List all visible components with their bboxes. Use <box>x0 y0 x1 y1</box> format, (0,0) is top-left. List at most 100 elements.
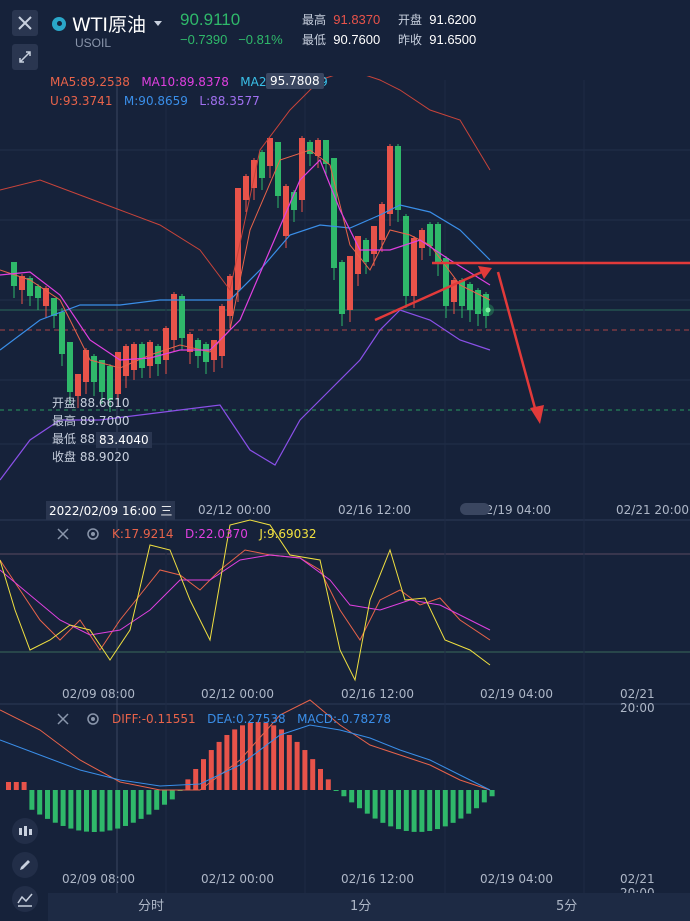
kdj-d-line <box>0 554 491 636</box>
candle-body <box>403 216 409 296</box>
candle <box>275 142 281 208</box>
candle <box>227 274 233 328</box>
macd-diff-label: DIFF:-0.11551 <box>112 712 196 726</box>
close-button[interactable] <box>12 10 38 36</box>
stat-open: 开盘 91.6200 <box>398 12 477 27</box>
crosshair-ohlc: 开盘 88.6610 最高 89.7000 最低 88.3000 收盘 88.9… <box>52 396 130 464</box>
macd-bar <box>84 790 89 832</box>
close-icon <box>57 528 69 540</box>
candle <box>99 360 105 404</box>
close-icon <box>18 16 32 30</box>
macd-value-label: MACD:-0.78278 <box>297 712 392 726</box>
candle-body <box>467 284 473 310</box>
candle-body <box>219 306 225 356</box>
candle <box>147 340 153 378</box>
macd-bar <box>294 741 300 790</box>
candle <box>355 236 361 286</box>
kdj-k-line <box>0 549 491 651</box>
macd-bar <box>364 790 370 814</box>
candle <box>107 364 113 412</box>
time-label: 02/16 12:00 <box>341 687 414 701</box>
price-change: −0.7390 −0.81% <box>180 32 283 47</box>
candle-body <box>139 344 145 368</box>
chart-canvas[interactable] <box>0 76 690 893</box>
collapse-button[interactable] <box>12 44 38 70</box>
candle <box>51 298 57 328</box>
candle-body <box>307 142 313 154</box>
boll-upper-label: U:93.3741 <box>50 94 113 108</box>
macd-bar <box>138 790 144 819</box>
tab-5min[interactable]: 5分 <box>556 899 578 914</box>
candle-body <box>227 276 233 316</box>
macd-bar <box>216 741 222 790</box>
macd-bar <box>201 759 206 790</box>
macd-chart <box>0 699 495 832</box>
candle-body <box>379 204 385 240</box>
macd-bar <box>232 729 238 790</box>
candle <box>331 158 337 280</box>
kdj-settings-button[interactable] <box>86 527 100 546</box>
macd-bar <box>419 790 425 832</box>
tab-1min[interactable]: 1分 <box>350 899 372 914</box>
candle <box>35 284 41 310</box>
time-label: 02/09 08:00 <box>62 872 135 886</box>
gear-icon <box>87 528 99 540</box>
candle-body <box>67 342 73 392</box>
time-label: 02/21 20:00 <box>620 687 655 715</box>
candle-body <box>283 186 289 236</box>
macd-bar <box>341 790 347 797</box>
candle <box>203 342 209 374</box>
macd-bar <box>208 750 214 790</box>
period-tabs: 分时 1分 5分 <box>48 893 690 921</box>
macd-bar <box>255 722 261 790</box>
header-bar <box>0 0 690 76</box>
candle-body <box>459 280 465 306</box>
candle-body <box>315 140 321 156</box>
candle-body <box>371 226 377 254</box>
close-kdj-button[interactable] <box>56 527 70 546</box>
macd-settings-button[interactable] <box>86 712 100 731</box>
close-macd-button[interactable] <box>56 712 70 731</box>
kdj-d-label: D:22.0370 <box>185 527 248 541</box>
draw-button[interactable] <box>12 852 38 878</box>
change-percent: −0.81% <box>238 32 283 47</box>
symbol-selector[interactable]: WTI原油 <box>52 10 162 37</box>
macd-dea-label: DEA:0.27538 <box>207 712 286 726</box>
candle <box>27 276 33 306</box>
time-label: 02/12 00:00 <box>201 872 274 886</box>
ma5-label: MA5:89.2538 <box>50 75 130 89</box>
candle-body <box>483 294 489 316</box>
candle-body <box>107 366 113 400</box>
indicator-button[interactable] <box>12 818 38 844</box>
macd-bar <box>29 790 35 810</box>
ma10-label: MA10:89.8378 <box>141 75 229 89</box>
candle-body <box>171 294 177 340</box>
macd-dea-line <box>0 724 491 791</box>
candle-body <box>299 138 305 200</box>
candle-body <box>43 288 49 306</box>
time-label: 02/12 00:00 <box>201 687 274 701</box>
macd-bar <box>146 790 152 815</box>
candle <box>123 344 129 388</box>
candle <box>219 304 225 368</box>
candle <box>395 144 401 222</box>
candle <box>43 286 49 318</box>
candle <box>19 274 25 304</box>
annotation-overlay <box>374 261 690 424</box>
chevron-down-icon <box>154 21 162 26</box>
macd-bar <box>442 790 448 827</box>
macd-bar <box>481 790 487 803</box>
scroll-handle[interactable] <box>460 503 490 515</box>
candle <box>363 238 369 274</box>
candle <box>323 140 329 176</box>
macd-bar <box>279 729 284 790</box>
line-tool-button[interactable] <box>12 886 38 912</box>
candle-body <box>267 138 273 166</box>
tab-timeshare[interactable]: 分时 <box>138 899 165 914</box>
macd-bar <box>21 782 27 790</box>
candle-body <box>91 356 97 382</box>
candle <box>419 228 425 260</box>
candle <box>467 282 473 322</box>
time-label: 02/16 12:00 <box>338 503 411 517</box>
macd-bar <box>68 790 74 829</box>
